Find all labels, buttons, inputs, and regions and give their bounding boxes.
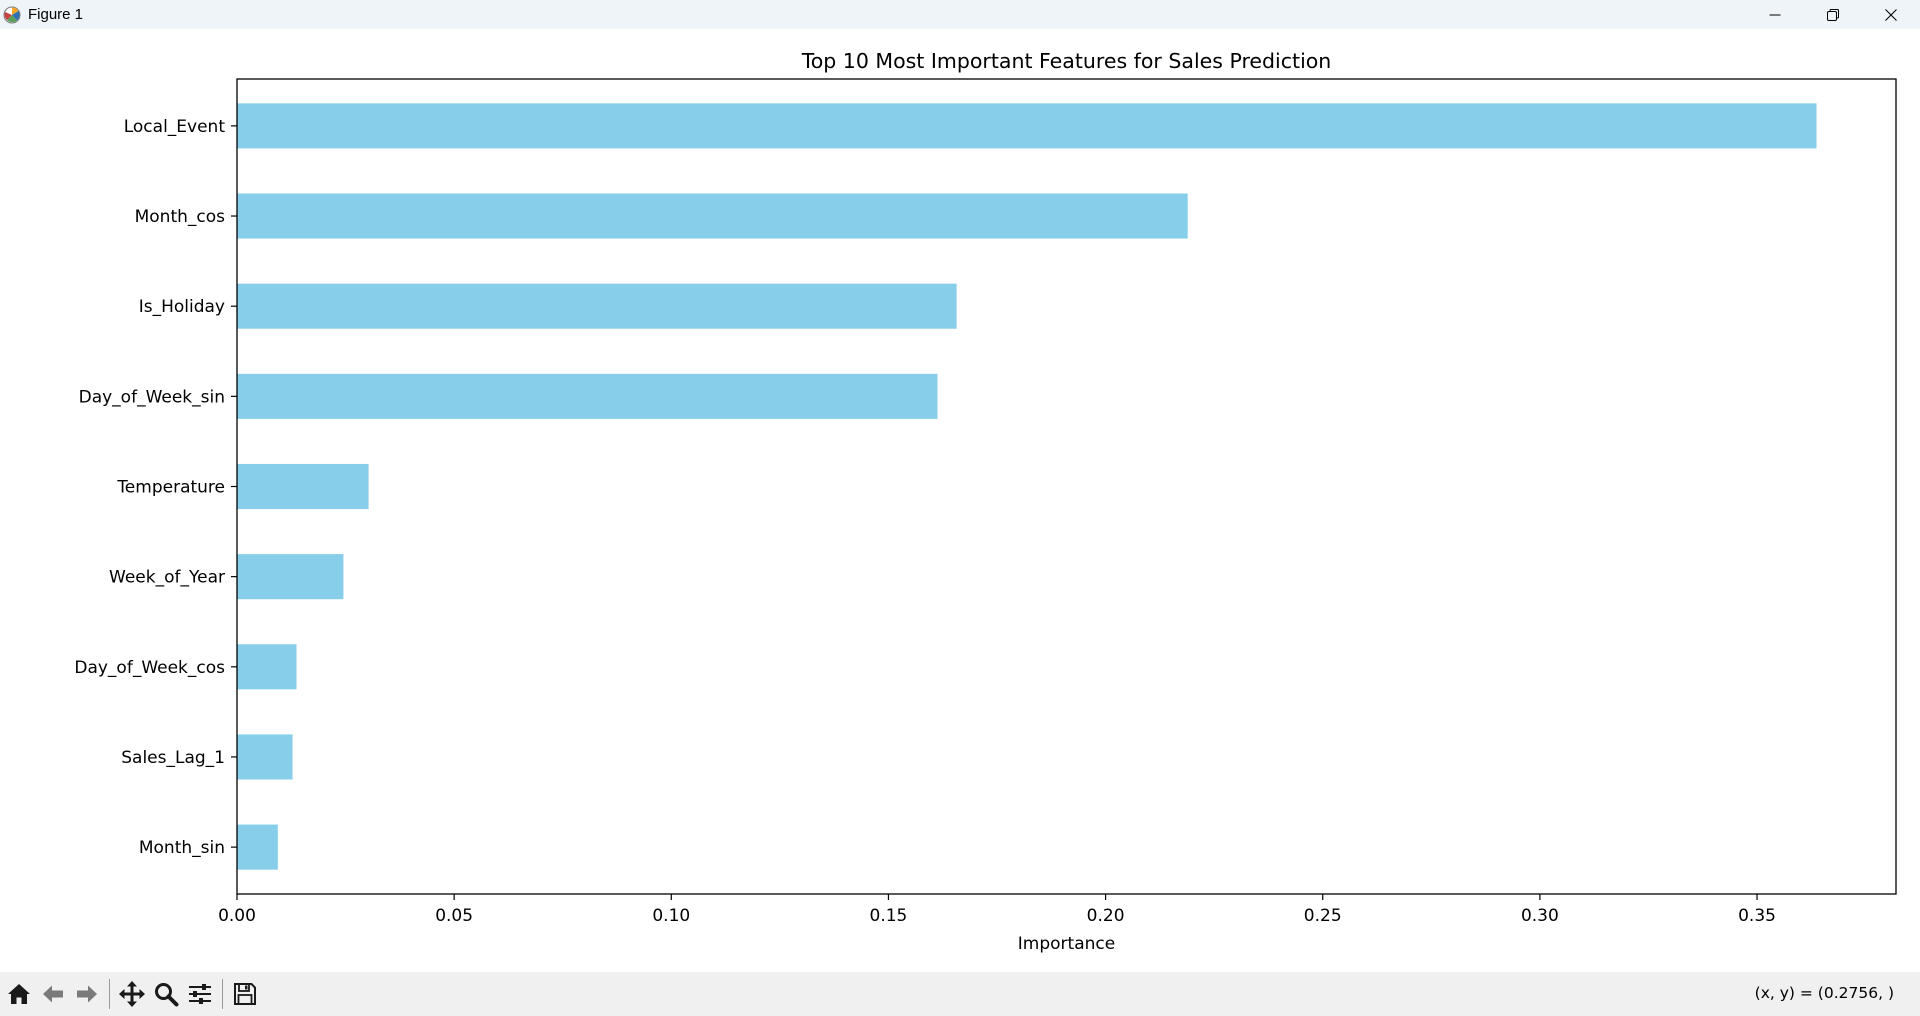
toolbar-separator	[222, 979, 223, 1009]
bar-week-of-year	[237, 554, 344, 600]
bar-month-sin	[237, 824, 278, 870]
y-axis-ticks: Local_Event Month_cos Is_Holiday Day_of_Wee…	[74, 117, 237, 858]
y-tick-label: Is_Holiday	[139, 297, 225, 317]
y-tick-label: Local_Event	[124, 117, 226, 137]
bar-day-of-week-sin	[237, 373, 938, 419]
pan-button[interactable]	[115, 977, 149, 1011]
x-tick-label: 0.15	[870, 906, 908, 926]
bar-chart: Top 10 Most Important Features for Sales…	[74, 49, 1897, 954]
y-tick-label: Month_cos	[135, 207, 226, 227]
save-floppy-icon	[234, 983, 256, 1005]
bar-temperature	[237, 463, 369, 510]
x-tick-label: 0.25	[1304, 906, 1342, 926]
x-tick-label: 0.00	[218, 906, 256, 926]
home-button[interactable]	[2, 977, 36, 1011]
toolbar-separator	[109, 979, 110, 1009]
matplotlib-logo-icon	[2, 5, 22, 25]
minimize-icon	[1769, 14, 1781, 15]
minimize-button[interactable]	[1746, 0, 1804, 29]
y-tick-label: Sales_Lag_1	[121, 748, 225, 768]
zoom-button[interactable]	[149, 977, 183, 1011]
restore-button[interactable]	[1804, 0, 1862, 29]
y-tick-label: Day_of_Week_sin	[79, 387, 225, 407]
navigation-toolbar: (x, y) = (0.2756, )	[0, 972, 1920, 1016]
x-axis-label: Importance	[1018, 934, 1115, 954]
window-title: Figure 1	[28, 6, 84, 23]
zoom-magnifier-icon	[155, 983, 179, 1007]
restore-icon	[1827, 8, 1839, 21]
title-bar: Figure 1	[0, 0, 1920, 29]
bar-is-holiday	[237, 283, 957, 329]
x-tick-label: 0.05	[435, 906, 473, 926]
chart-title: Top 10 Most Important Features for Sales…	[801, 49, 1332, 73]
x-tick-label: 0.10	[652, 906, 690, 926]
close-button[interactable]	[1862, 0, 1920, 29]
bars-group	[237, 103, 1817, 870]
back-arrow-icon	[43, 985, 63, 1003]
save-button[interactable]	[228, 977, 262, 1011]
home-icon	[8, 984, 30, 1004]
bar-day-of-week-cos	[237, 644, 297, 690]
bar-sales-lag-1	[237, 734, 293, 780]
configure-subplots-button[interactable]	[183, 977, 217, 1011]
y-tick-label: Temperature	[116, 478, 225, 498]
x-tick-label: 0.20	[1087, 906, 1125, 926]
y-tick-label: Month_sin	[139, 838, 225, 858]
forward-arrow-icon	[77, 985, 97, 1003]
close-icon	[1885, 8, 1897, 21]
back-button[interactable]	[36, 977, 70, 1011]
configure-subplots-icon	[189, 984, 211, 1004]
forward-button[interactable]	[70, 977, 104, 1011]
bar-month-cos	[237, 193, 1188, 239]
x-tick-label: 0.35	[1738, 906, 1776, 926]
y-tick-label: Week_of_Year	[109, 568, 225, 588]
pan-move-icon	[119, 981, 145, 1007]
cursor-coordinates: (x, y) = (0.2756, )	[1754, 984, 1894, 1002]
x-axis-ticks: 0.00 0.05 0.10 0.15 0.20 0.25 0.30 0.35	[218, 894, 1776, 926]
bar-local-event	[237, 103, 1817, 149]
x-tick-label: 0.30	[1521, 906, 1559, 926]
figure-canvas[interactable]: Top 10 Most Important Features for Sales…	[0, 29, 1920, 972]
y-tick-label: Day_of_Week_cos	[74, 658, 225, 678]
window-controls	[1746, 0, 1920, 29]
